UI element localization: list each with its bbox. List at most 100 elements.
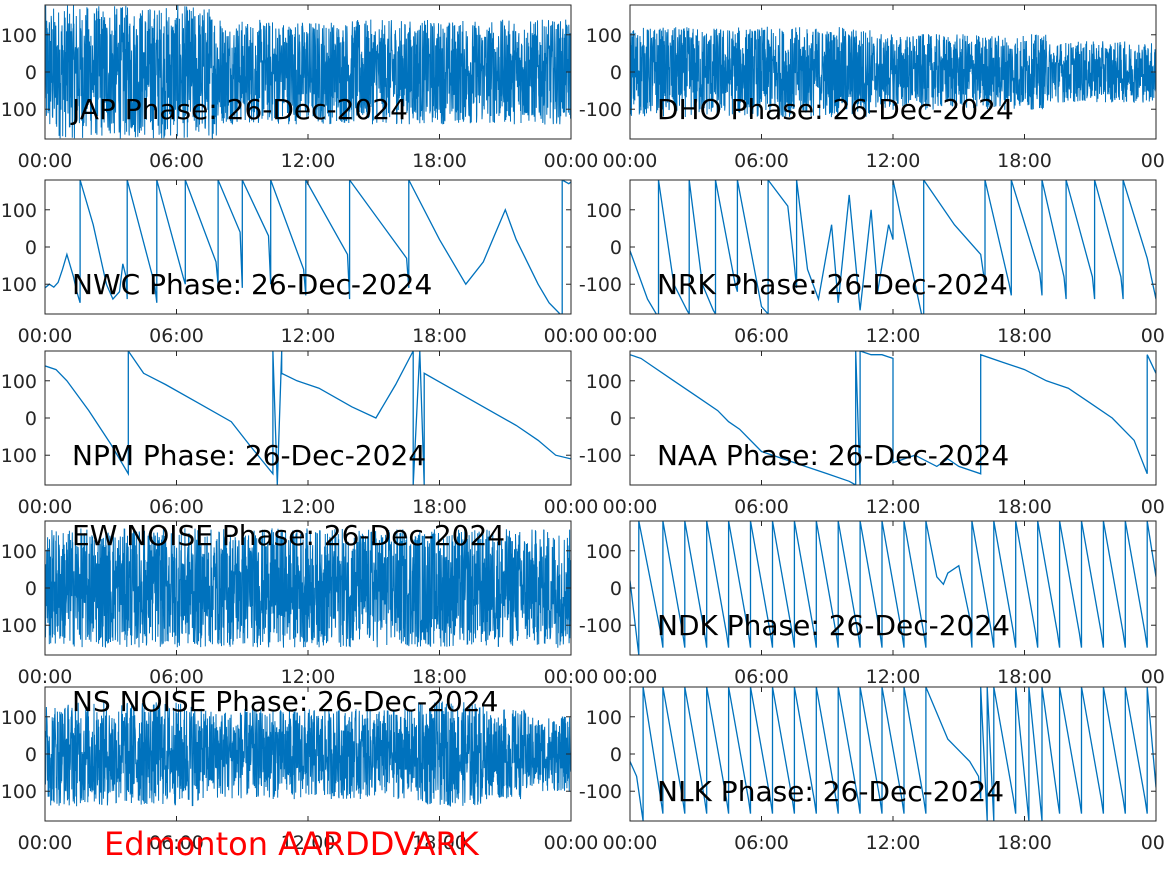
x-tick-label: 12:00 xyxy=(866,666,921,688)
panel-title: NWC Phase: 26-Dec-2024 xyxy=(72,268,432,301)
phase-trace xyxy=(45,5,571,139)
x-tick-label: 06:00 xyxy=(149,150,204,172)
panel-title: NRK Phase: 26-Dec-2024 xyxy=(657,268,1008,301)
x-tick-label: 12:00 xyxy=(281,666,336,688)
x-tick-label: 00:00 xyxy=(18,666,73,688)
phase-panel: 100 0 -100 00:00 06:00 12:00 18:00 00: NAA Phase… xyxy=(579,350,1167,518)
x-tick-label: 00: xyxy=(1141,496,1167,518)
x-tick-label: 00:00 xyxy=(603,496,658,518)
x-tick-label: 18:00 xyxy=(412,832,467,854)
y-tick-label: 100 xyxy=(586,25,622,47)
x-tick-label: 06:00 xyxy=(149,325,204,347)
phase-trace-group xyxy=(45,180,571,314)
y-tick-label: 100 xyxy=(1,371,37,393)
y-tick-label: -100 xyxy=(579,615,622,637)
panel-title: JAP Phase: 26-Dec-2024 xyxy=(70,93,408,126)
y-tick-label: 0 xyxy=(610,408,622,430)
x-tick-label: 18:00 xyxy=(997,666,1052,688)
x-tick-label: 00:00 xyxy=(18,325,73,347)
y-tick-label: 100 xyxy=(1,541,37,563)
x-tick-label: 00: xyxy=(1141,666,1167,688)
phase-panel: 100 0 100 00:00 06:00 12:00 18:00 00:00 NPM Phas… xyxy=(1,350,599,518)
panel-title: NS NOISE Phase: 26-Dec-2024 xyxy=(72,685,498,718)
y-tick-label: 0 xyxy=(25,62,37,84)
panel-title: NDK Phase: 26-Dec-2024 xyxy=(657,609,1010,642)
y-tick-label: -100 xyxy=(579,274,622,296)
y-tick-label: 100 xyxy=(1,781,37,803)
y-tick-label: 100 xyxy=(1,274,37,296)
phase-panel: 100 0 -100 00:00 06:00 12:00 18:00 00: NRK Phase… xyxy=(579,179,1167,347)
x-tick-label: 06:00 xyxy=(734,496,789,518)
x-tick-label: 06:00 xyxy=(149,496,204,518)
y-tick-label: 0 xyxy=(610,744,622,766)
y-tick-label: 100 xyxy=(586,200,622,222)
x-tick-label: 00:00 xyxy=(18,496,73,518)
y-tick-label: 0 xyxy=(25,408,37,430)
y-tick-label: 100 xyxy=(586,371,622,393)
x-tick-label: 06:00 xyxy=(149,666,204,688)
y-tick-label: -100 xyxy=(579,99,622,121)
x-tick-label: 12:00 xyxy=(281,496,336,518)
x-tick-label: 12:00 xyxy=(866,150,921,172)
x-tick-label: 06:00 xyxy=(734,832,789,854)
x-tick-label: 12:00 xyxy=(281,325,336,347)
phase-panel: 100 0 -100 00:00 06:00 12:00 18:00 00: NLK Phase… xyxy=(579,686,1167,854)
y-tick-label: 0 xyxy=(25,578,37,600)
panel-title: NLK Phase: 26-Dec-2024 xyxy=(657,775,1004,808)
y-tick-label: 0 xyxy=(610,237,622,259)
x-tick-label: 12:00 xyxy=(866,325,921,347)
y-tick-label: 100 xyxy=(586,541,622,563)
x-tick-label: 00:00 xyxy=(544,832,599,854)
x-tick-label: 12:00 xyxy=(866,832,921,854)
station-label: Edmonton AARDDVARK xyxy=(104,825,479,863)
x-tick-label: 00:00 xyxy=(544,150,599,172)
y-tick-label: 100 xyxy=(1,707,37,729)
y-tick-label: -100 xyxy=(579,445,622,467)
x-tick-label: 00:00 xyxy=(544,325,599,347)
y-tick-label: 0 xyxy=(610,62,622,84)
phase-panel: 100 0 100 00:00 06:00 12:00 18:00 00:00 JAP Phas… xyxy=(1,4,599,172)
panel-title: DHO Phase: 26-Dec-2024 xyxy=(657,93,1014,126)
y-tick-label: 100 xyxy=(586,707,622,729)
phase-trace xyxy=(630,687,1156,821)
phase-panel: 100 0 -100 00:00 06:00 12:00 18:00 00: DHO Phase… xyxy=(579,4,1167,172)
x-tick-label: 18:00 xyxy=(412,325,467,347)
y-tick-label: 100 xyxy=(1,99,37,121)
phase-trace-group xyxy=(45,351,571,485)
x-tick-label: 18:00 xyxy=(412,666,467,688)
x-tick-label: 00: xyxy=(1141,325,1167,347)
y-tick-label: 100 xyxy=(1,615,37,637)
phase-trace xyxy=(630,521,1156,655)
phase-panel: 100 0 100 00:00 06:00 12:00 18:00 00:00 NS NOISE… xyxy=(1,685,599,854)
phase-trace-group xyxy=(45,528,571,648)
phase-trace-group xyxy=(630,351,1156,485)
y-tick-label: 0 xyxy=(25,744,37,766)
x-tick-label: 06:00 xyxy=(734,666,789,688)
x-tick-label: 00:00 xyxy=(603,325,658,347)
x-tick-label: 00:00 xyxy=(18,832,73,854)
x-tick-label: 00:00 xyxy=(544,666,599,688)
phase-trace-group xyxy=(45,701,571,807)
x-tick-label: 06:00 xyxy=(734,325,789,347)
panel-title: NPM Phase: 26-Dec-2024 xyxy=(72,439,426,472)
x-tick-label: 00:00 xyxy=(603,150,658,172)
x-tick-label: 00:00 xyxy=(544,496,599,518)
y-tick-label: 100 xyxy=(1,25,37,47)
y-tick-label: 100 xyxy=(1,445,37,467)
y-tick-label: 0 xyxy=(25,237,37,259)
phase-trace-group xyxy=(630,687,1156,821)
phase-trace xyxy=(630,351,1156,485)
x-tick-label: 00:00 xyxy=(603,666,658,688)
panel-title: NAA Phase: 26-Dec-2024 xyxy=(657,439,1009,472)
x-tick-label: 18:00 xyxy=(997,832,1052,854)
x-tick-label: 12:00 xyxy=(281,832,336,854)
phase-trace xyxy=(45,701,571,807)
phase-panel: 100 0 -100 00:00 06:00 12:00 18:00 00: NDK Phase… xyxy=(579,520,1167,688)
x-tick-label: 00: xyxy=(1141,150,1167,172)
phase-trace xyxy=(45,351,571,485)
x-tick-label: 18:00 xyxy=(412,496,467,518)
x-tick-label: 18:00 xyxy=(997,496,1052,518)
x-tick-label: 06:00 xyxy=(149,832,204,854)
phase-trace xyxy=(630,26,1156,118)
